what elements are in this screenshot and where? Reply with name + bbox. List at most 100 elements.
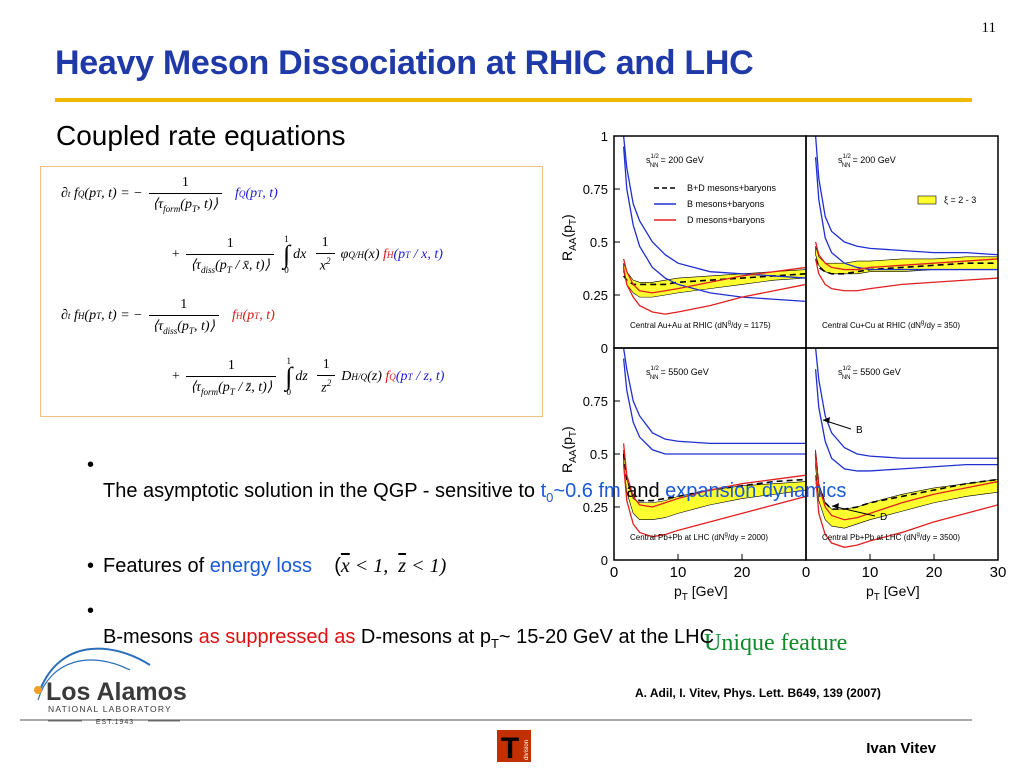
bullet: The asymptotic solution in the QGP - sen…: [87, 452, 846, 511]
math-text: ~0.6 fm: [553, 480, 621, 502]
math-text: f: [383, 247, 387, 262]
math-text: (: [312, 555, 341, 577]
plot-frame: [613, 135, 807, 349]
math-text: ∂: [61, 186, 68, 202]
y-tick-label: 0.75: [583, 394, 608, 409]
label-part: T: [874, 592, 880, 603]
math-text: (p: [393, 247, 406, 262]
x-tick-label: 20: [926, 564, 943, 581]
math-text: +: [171, 369, 181, 384]
x-tick-label: 0: [802, 564, 810, 581]
math-text: / z̄, t)⟩: [234, 379, 273, 395]
reference: A. Adil, I. Vitev, Phys. Lett. B649, 139…: [635, 686, 881, 700]
system-label: Central Cu+Cu at RHIC (dNg/dy = 350): [822, 320, 960, 330]
label-part: g: [725, 532, 728, 538]
equation-box: ∂ t f Q (p T, t) = −1 ⟨τform(pT, t)⟩ f Q (p T, t…: [40, 166, 543, 417]
math-text: (p: [180, 197, 192, 212]
math-text: 2: [326, 256, 331, 267]
system-label: Central Pb+Pb at LHC (dNg/dy = 2000): [630, 532, 768, 542]
curve: [814, 453, 998, 510]
math-text: 1: [321, 235, 329, 251]
label-part: Central Au+Au at RHIC (dN: [630, 321, 728, 330]
label-part: = 200 GeV: [853, 155, 896, 165]
curve: [622, 258, 806, 294]
math-text: (z): [367, 369, 386, 384]
math-text: form: [163, 203, 181, 214]
x-tick-label: 30: [990, 564, 1007, 581]
band: [815, 449, 998, 529]
curve: [622, 358, 806, 455]
math-text: (p: [84, 186, 97, 202]
label-part: [GeV]: [880, 583, 920, 599]
logo-est: EST.1943: [96, 719, 134, 726]
label-part: Central Pb+Pb at LHC (dN: [822, 533, 917, 542]
y-tick-label: 0.5: [590, 447, 608, 462]
label-part: T: [682, 592, 688, 603]
x-axis-label: pT [GeV]: [866, 583, 920, 603]
label-part: s: [646, 155, 651, 165]
logo-swoosh: [37, 659, 131, 701]
denominator: ⟨τform(pT / z̄, t)⟩: [186, 375, 277, 397]
legend-label: ξ = 2 - 3: [944, 195, 976, 205]
curve: [814, 241, 998, 271]
math-text: expansion dynamics: [665, 480, 847, 502]
plot-area: [814, 136, 998, 292]
math-text: B-mesons: [103, 626, 199, 648]
math-text: The asymptotic solution in the QGP - sen…: [103, 480, 541, 502]
math-text: 1: [226, 235, 234, 251]
math-text: φ: [340, 247, 349, 262]
figure-caption: Unique feature: [704, 630, 848, 656]
math-text: f: [70, 308, 78, 324]
math-text: , t): [262, 186, 278, 202]
y-axis-label: RAA(pT): [559, 426, 579, 473]
math-text: T: [257, 189, 263, 200]
denominator: ⟨τdiss(pT / x̄, t)⟩: [186, 253, 274, 274]
label-part: T: [568, 431, 579, 437]
numerator: 1: [178, 175, 193, 193]
logo-dot: [34, 686, 42, 694]
label-part: /dy = 2000): [728, 533, 769, 542]
curve: [622, 273, 806, 286]
integral: 1 ∫ 0: [285, 357, 292, 397]
math-text: t: [67, 189, 71, 200]
curve: [814, 258, 998, 275]
integral-sign: ∫: [282, 240, 291, 269]
label-part: g: [728, 320, 731, 326]
label-part: R: [559, 463, 575, 473]
label-part: NN: [650, 375, 659, 381]
math-text: H: [386, 250, 394, 260]
energy-label: s1/2 NN= 200 GeV: [646, 154, 704, 169]
integral-upper: 1: [284, 234, 289, 244]
system-label: Central Pb+Pb at LHC (dNg/dy = 3500): [822, 532, 960, 542]
math-text: 0: [546, 490, 554, 505]
math-text: 2: [326, 378, 332, 389]
math-text: T: [405, 250, 411, 260]
math-text: t: [540, 480, 547, 502]
curve: [814, 369, 998, 472]
fraction: 1 ⟨τform(pT / z̄, t)⟩: [186, 358, 277, 397]
denominator: ⟨τdiss(pT, t)⟩: [148, 315, 219, 336]
math-text: Features of: [103, 555, 210, 577]
x-axis-label: pT [GeV]: [674, 583, 728, 603]
label-part: p: [674, 583, 682, 599]
page-number: 11: [981, 20, 996, 36]
math-text: z: [398, 555, 407, 577]
math-text: ∂: [61, 308, 68, 324]
math-text: f: [225, 308, 236, 324]
label-part: = 5500 GeV: [661, 367, 709, 377]
math-text: x: [340, 555, 350, 577]
plot-area: [622, 136, 806, 315]
math-text: energy loss: [209, 555, 312, 577]
math-text: ⟨τ: [152, 197, 164, 212]
math-text: , t): [259, 308, 275, 324]
label-part: (p: [559, 437, 575, 450]
math-text: form: [200, 386, 219, 397]
math-text: (p: [218, 379, 230, 395]
energy-label: s1/2 NN= 5500 GeV: [646, 366, 709, 381]
math-text: D-mesons at p: [355, 626, 491, 648]
label-part: Central Pb+Pb at LHC (dN: [630, 533, 725, 542]
math-text: f: [385, 369, 390, 384]
